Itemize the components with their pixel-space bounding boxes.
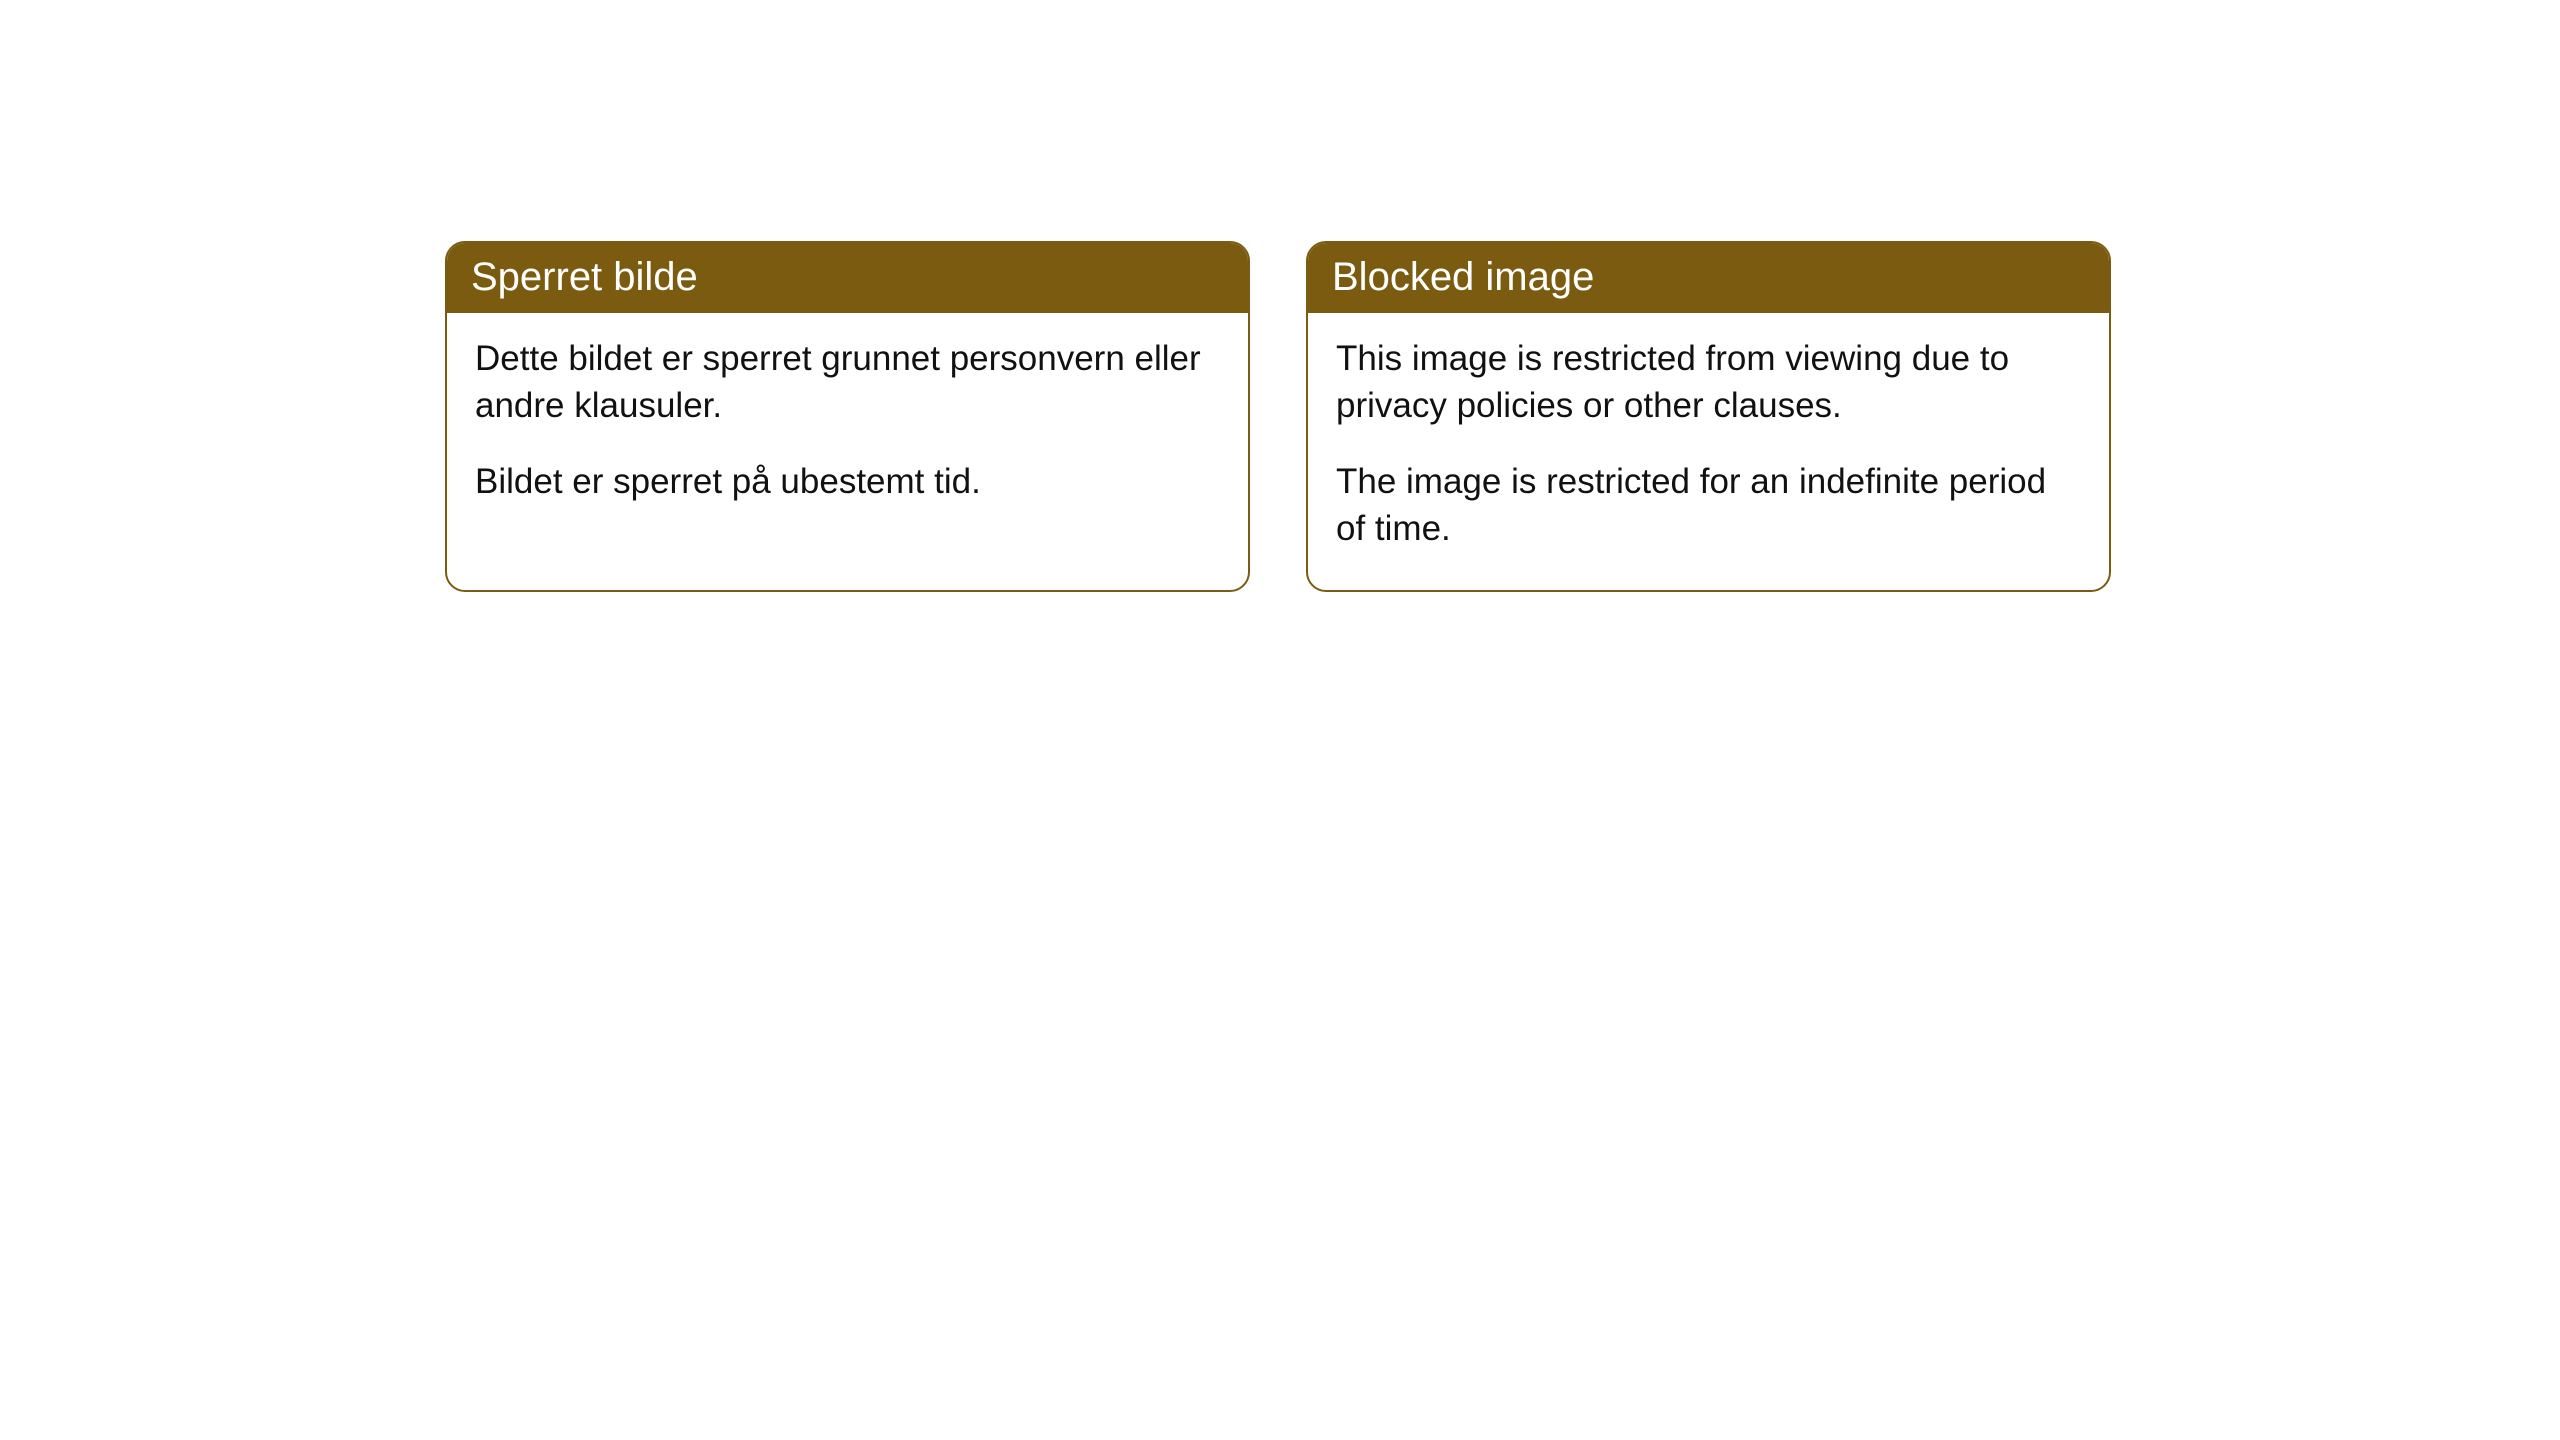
notice-text-line: Dette bildet er sperret grunnet personve…	[475, 335, 1220, 430]
notice-card-body: Dette bildet er sperret grunnet personve…	[447, 313, 1248, 543]
notice-card-norwegian: Sperret bilde Dette bildet er sperret gr…	[445, 241, 1250, 592]
notice-text-line: The image is restricted for an indefinit…	[1336, 458, 2081, 553]
notice-cards-container: Sperret bilde Dette bildet er sperret gr…	[0, 0, 2560, 592]
notice-card-body: This image is restricted from viewing du…	[1308, 313, 2109, 590]
notice-card-title: Blocked image	[1308, 243, 2109, 313]
notice-card-english: Blocked image This image is restricted f…	[1306, 241, 2111, 592]
notice-text-line: Bildet er sperret på ubestemt tid.	[475, 458, 1220, 505]
notice-text-line: This image is restricted from viewing du…	[1336, 335, 2081, 430]
notice-card-title: Sperret bilde	[447, 243, 1248, 313]
